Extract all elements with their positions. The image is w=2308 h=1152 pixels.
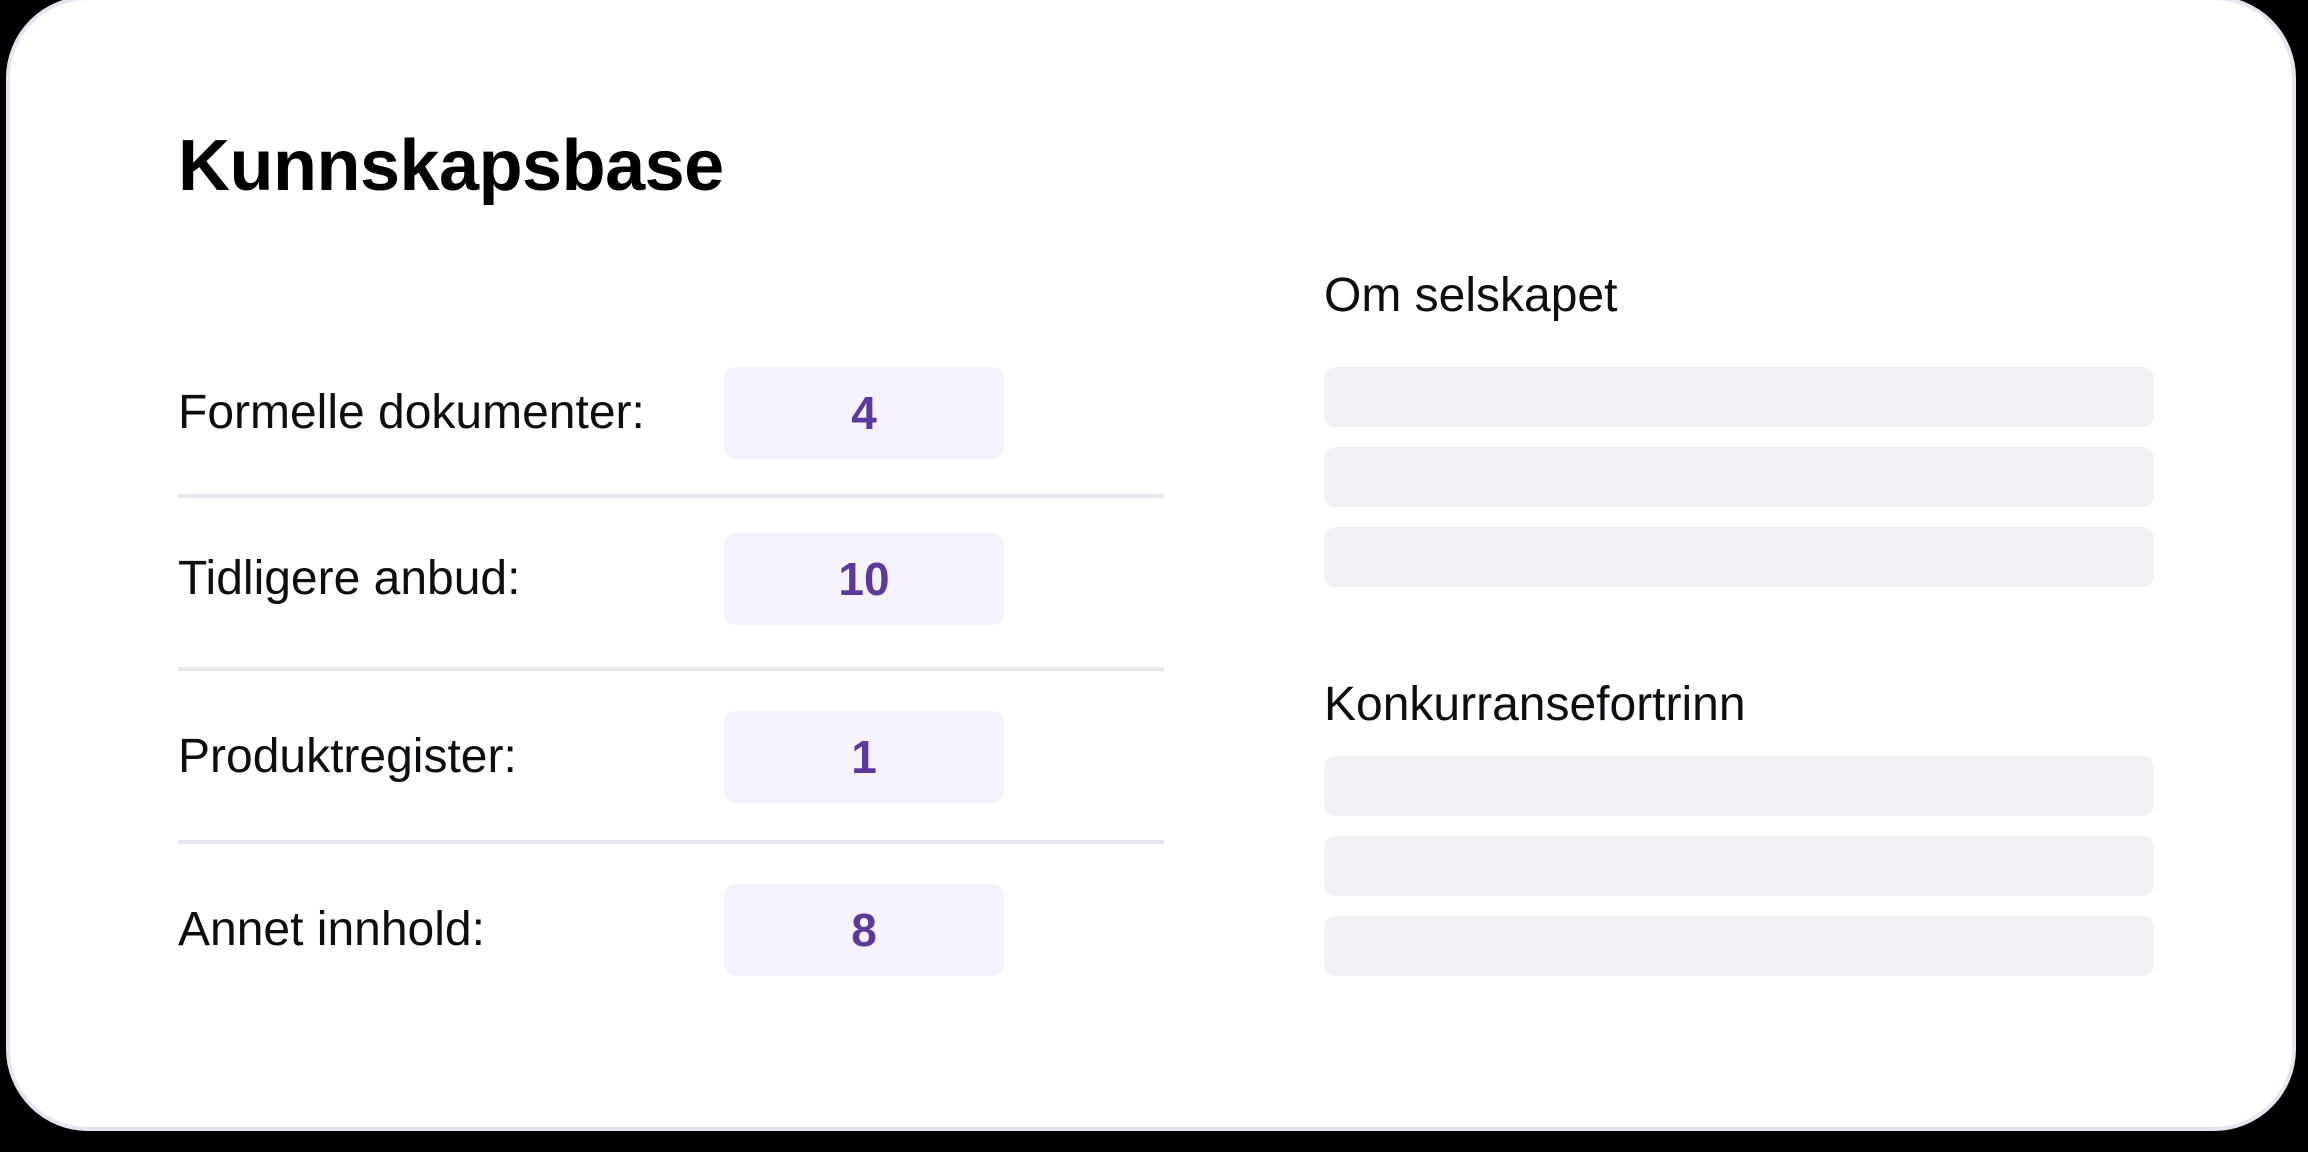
stat-label: Formelle dokumenter:	[178, 386, 645, 439]
divider	[178, 494, 1164, 498]
stat-row-other-content[interactable]: Annet innhold: 8	[178, 884, 1164, 976]
section-title-competitive-advantage: Konkurransefortrinn	[1324, 678, 1746, 731]
placeholder-line	[1324, 836, 2154, 896]
stat-row-product-register[interactable]: Produktregister: 1	[178, 711, 1164, 803]
stat-count-badge: 8	[724, 884, 1004, 976]
placeholder-line	[1324, 916, 2154, 976]
placeholder-line	[1324, 367, 2154, 427]
stat-count-badge: 4	[724, 367, 1004, 459]
stat-label: Tidligere anbud:	[178, 552, 521, 605]
stat-label: Produktregister:	[178, 730, 517, 783]
divider	[178, 667, 1164, 671]
placeholder-line	[1324, 527, 2154, 587]
page-title: Kunnskapsbase	[178, 126, 724, 206]
stat-row-formal-documents[interactable]: Formelle dokumenter: 4	[178, 367, 1164, 459]
stat-count-badge: 1	[724, 711, 1004, 803]
knowledge-base-card: Kunnskapsbase Formelle dokumenter: 4 Tid…	[6, 0, 2296, 1131]
stat-row-previous-tenders[interactable]: Tidligere anbud: 10	[178, 533, 1164, 625]
placeholder-line	[1324, 447, 2154, 507]
stat-label: Annet innhold:	[178, 903, 485, 956]
divider	[178, 840, 1164, 844]
section-title-about-company: Om selskapet	[1324, 269, 1618, 322]
placeholder-line	[1324, 756, 2154, 816]
stat-count-badge: 10	[724, 533, 1004, 625]
